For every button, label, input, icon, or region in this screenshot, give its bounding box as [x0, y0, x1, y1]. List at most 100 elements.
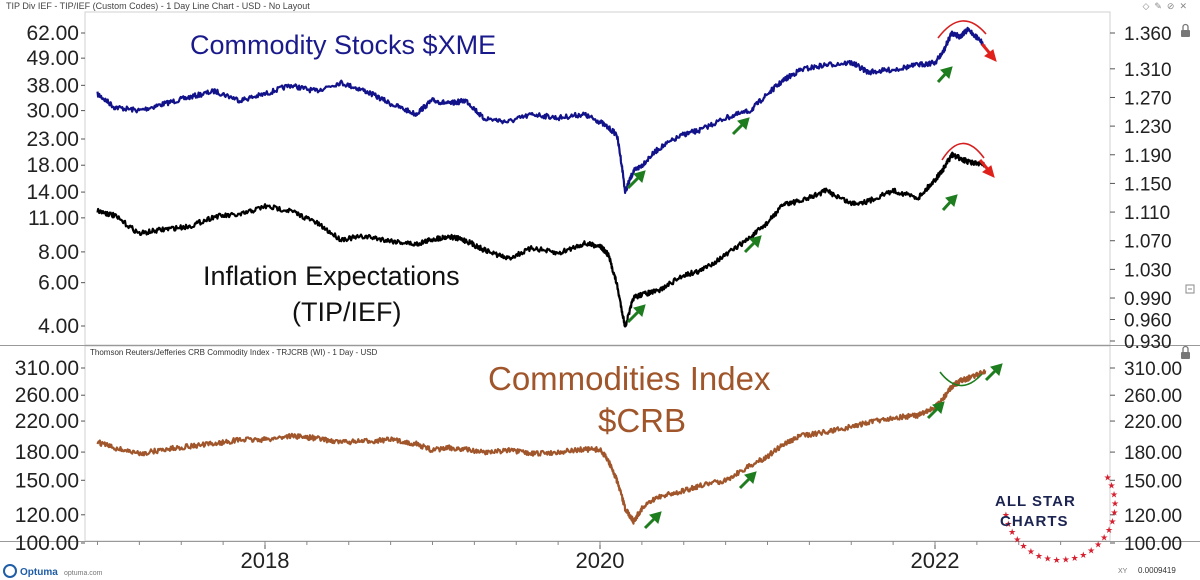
- down-arrows: [978, 43, 997, 178]
- star-icon: ★: [1035, 551, 1043, 561]
- y-tick-label: 1.030: [1124, 260, 1172, 281]
- star-icon: ★: [1110, 490, 1118, 500]
- y-tick-label: 1.310: [1124, 60, 1172, 81]
- optuma-logo-icon: [3, 564, 17, 578]
- y-tick-label: 0.990: [1124, 289, 1172, 310]
- y-tick-label: 1.270: [1124, 88, 1172, 109]
- crb-annotation-line1: Commodities Index: [488, 360, 771, 397]
- y-tick-label: 38.00: [26, 74, 79, 97]
- expand-icon[interactable]: [1185, 284, 1195, 294]
- x-tick-label: 2022: [911, 548, 960, 573]
- y-tick-label: 150.00: [15, 469, 79, 492]
- x-tick-label: 2020: [576, 548, 625, 573]
- star-ring: ★★★★★★★★★★★★★★★★★★★★★★: [1002, 473, 1119, 565]
- panel2-header: Thomson Reuters/Jefferies CRB Commodity …: [90, 348, 378, 357]
- inflation-series-line: [96, 151, 986, 328]
- inflation-annotation-line2: (TIP/IEF): [292, 297, 402, 327]
- star-icon: ★: [1079, 550, 1087, 560]
- series-group: [96, 26, 987, 525]
- y-tick-label: 1.110: [1124, 203, 1170, 224]
- xy-label[interactable]: XY: [1118, 568, 1128, 575]
- value-readout: 0.0009419: [1138, 566, 1176, 575]
- y-tick-label: 1.360: [1124, 24, 1172, 45]
- down-arrow-icon: [980, 43, 997, 62]
- y-tick-label: 49.00: [26, 47, 79, 70]
- lock-icon[interactable]: [1181, 23, 1190, 38]
- crb-annotation-line2: $CRB: [598, 402, 686, 439]
- y-tick-label: 220.00: [15, 410, 79, 433]
- up-arrows: [626, 66, 1003, 530]
- y-tick-label: 260.00: [1124, 386, 1182, 407]
- up-arrow-icon: [743, 235, 762, 254]
- bottom-left-axis: 310.00 260.00 220.00 180.00 150.00 120.00 100.…: [15, 357, 85, 555]
- y-tick-label: 62.00: [26, 22, 79, 45]
- star-icon: ★: [1100, 533, 1108, 543]
- star-icon: ★: [1105, 525, 1113, 535]
- top-arc-inflation: [941, 142, 985, 161]
- up-arrow-icon: [941, 194, 958, 212]
- y-tick-label: 100.00: [15, 532, 79, 555]
- footer-logo-small: optuma.com: [64, 570, 103, 577]
- y-tick-label: 180.00: [15, 441, 79, 464]
- bottom-arc-crb: [939, 371, 983, 387]
- up-arrow-icon: [626, 170, 646, 190]
- window-title: TIP Div IEF - TIP/IEF (Custom Codes) - 1…: [6, 1, 310, 11]
- star-icon: ★: [1004, 519, 1012, 529]
- brand-line2: CHARTS: [1000, 513, 1069, 530]
- y-tick-label: 220.00: [1124, 412, 1182, 433]
- y-tick-label: 120.00: [1124, 506, 1182, 527]
- y-tick-label: 1.070: [1124, 232, 1172, 253]
- y-tick-label: 0.930: [1124, 332, 1172, 353]
- bottom-right-axis: 310.00 260.00 220.00 180.00 150.00 120.00 100.…: [1110, 359, 1182, 555]
- star-icon: ★: [1002, 510, 1010, 520]
- star-icon: ★: [1062, 555, 1070, 565]
- close-icon[interactable]: ✕: [1179, 1, 1192, 11]
- link-icon[interactable]: ⊘: [1166, 1, 1180, 11]
- xme-series-line: [96, 26, 986, 194]
- star-icon: ★: [1110, 508, 1118, 518]
- star-icon: ★: [1071, 553, 1079, 563]
- star-icon: ★: [1008, 527, 1016, 537]
- up-arrow-icon: [936, 66, 953, 84]
- y-tick-label: 8.00: [38, 241, 79, 264]
- y-tick-label: 23.00: [26, 128, 79, 151]
- star-icon: ★: [1020, 541, 1028, 551]
- top-arc-xme: [937, 20, 987, 39]
- x-tick-label: 2018: [241, 548, 290, 573]
- footer-logo: Optuma: [20, 567, 58, 578]
- star-icon: ★: [1094, 540, 1102, 550]
- y-tick-label: 310.00: [15, 357, 79, 380]
- y-tick-label: 1.190: [1124, 146, 1172, 167]
- y-tick-label: 11.00: [28, 207, 79, 230]
- top-plot-frame: [84, 11, 1111, 346]
- footer: Optuma optuma.com 0.0009419 XY: [3, 564, 1176, 578]
- y-tick-label: 6.00: [38, 272, 79, 295]
- up-arrow-icon: [643, 511, 662, 530]
- y-tick-label: 1.150: [1124, 174, 1172, 195]
- up-arrow-icon: [738, 471, 757, 490]
- star-icon: ★: [1104, 473, 1112, 483]
- star-icon: ★: [1027, 547, 1035, 557]
- pin-icon[interactable]: ✎: [1154, 1, 1167, 11]
- diamond-icon[interactable]: ◇: [1142, 1, 1155, 11]
- star-icon: ★: [1053, 555, 1061, 565]
- x-axis: 2018 2020 2022: [97, 541, 1062, 573]
- y-tick-label: 4.00: [38, 315, 79, 338]
- y-tick-label: 150.00: [1124, 471, 1182, 492]
- y-tick-label: 0.960: [1124, 311, 1172, 332]
- brand-line1: ALL STAR: [995, 493, 1076, 510]
- y-tick-label: 30.00: [26, 100, 79, 123]
- star-icon: ★: [1111, 499, 1119, 509]
- star-icon: ★: [1108, 517, 1116, 527]
- up-arrow-icon: [626, 304, 646, 324]
- crb-series-line: [96, 369, 987, 525]
- lock-icon[interactable]: [1181, 345, 1190, 360]
- y-tick-label: 18.00: [26, 154, 79, 177]
- y-tick-label: 120.00: [15, 504, 79, 527]
- y-tick-label: 1.230: [1124, 117, 1172, 138]
- window-controls[interactable]: ◇✎⊘✕: [1142, 0, 1192, 12]
- star-icon: ★: [1044, 554, 1052, 564]
- up-arrow-icon: [926, 401, 945, 420]
